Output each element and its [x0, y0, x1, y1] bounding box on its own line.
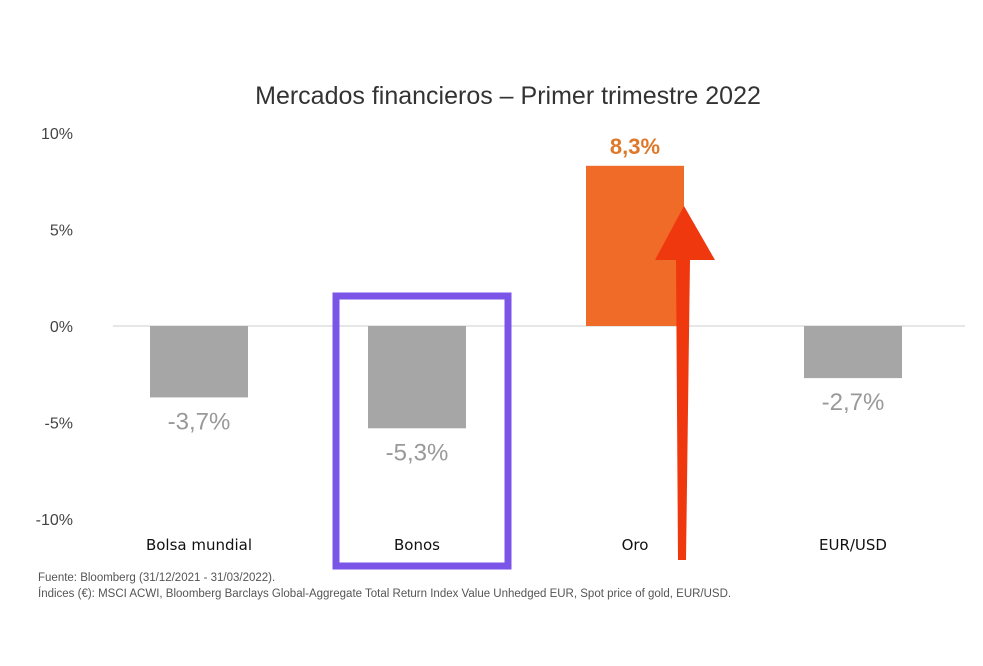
category-label: Bolsa mundial: [146, 536, 252, 554]
data-label: 8,3%: [610, 134, 660, 159]
bar-3: [804, 326, 902, 379]
data-label: -5,3%: [386, 439, 449, 466]
y-tick-label: -10%: [36, 512, 73, 529]
data-label: -2,7%: [822, 389, 885, 416]
chart-title: Mercados financieros – Primer trimestre …: [255, 82, 761, 110]
category-label: Oro: [622, 536, 649, 554]
source-note: Fuente: Bloomberg (31/12/2021 - 31/03/20…: [38, 572, 276, 584]
highlight-box: [332, 292, 512, 570]
bar-1: [368, 326, 466, 429]
category-label: Bonos: [394, 536, 440, 554]
up-arrow-icon: [655, 206, 715, 560]
y-tick-label: -5%: [45, 416, 73, 433]
category-label: EUR/USD: [819, 536, 887, 554]
data-label: -3,7%: [168, 408, 231, 435]
y-tick-label: 0%: [50, 319, 73, 336]
indices-note: Índices (€): MSCI ACWI, Bloomberg Barcla…: [38, 588, 732, 600]
bar-0: [150, 326, 248, 398]
y-tick-label: 5%: [50, 223, 73, 240]
y-tick-label: 10%: [41, 126, 73, 143]
